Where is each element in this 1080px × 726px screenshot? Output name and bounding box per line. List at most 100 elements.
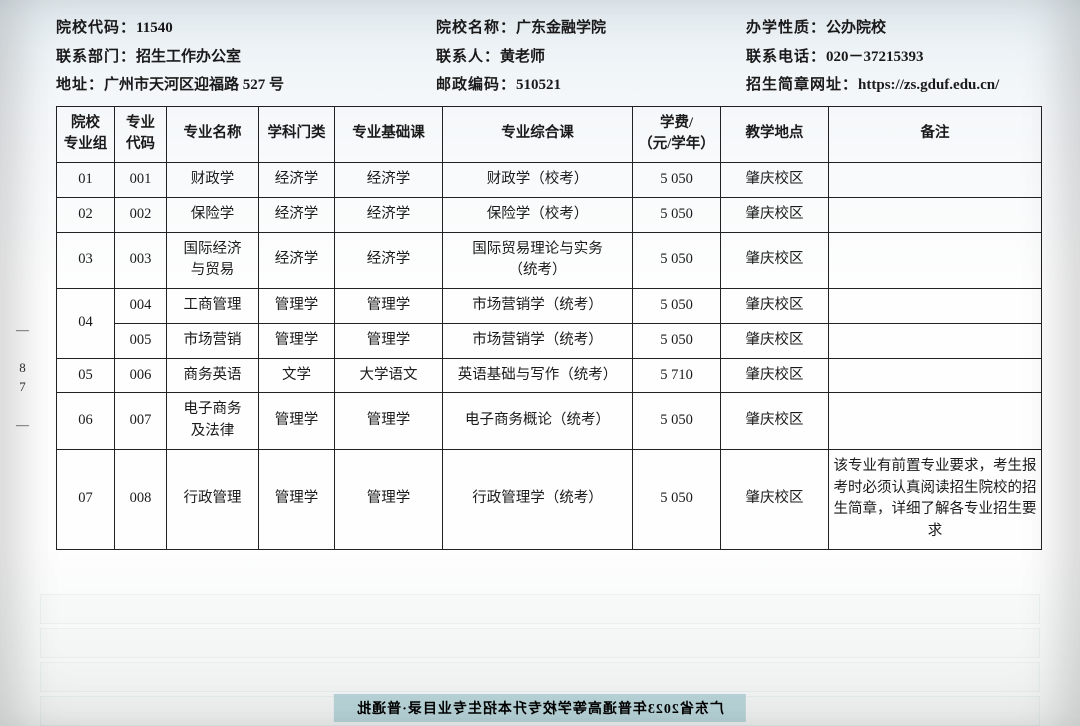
cell-note: [829, 393, 1042, 450]
cell-group: 07: [57, 449, 115, 549]
dept-label: 联系部门：: [56, 49, 136, 65]
cell-major-code: 001: [115, 163, 167, 198]
cell-comp-course: 电子商务概论（统考）: [443, 393, 633, 450]
cell-fee: 5 050: [633, 163, 721, 198]
table-row: 03003国际经济与贸易经济学经济学国际贸易理论与实务（统考）5 050肇庆校区: [57, 232, 1042, 289]
cell-note: [829, 163, 1042, 198]
school-name-value: 广东金融学院: [516, 20, 606, 36]
cell-fee: 5 050: [633, 289, 721, 324]
cell-note: [829, 232, 1042, 289]
col-group-header: 院校专业组: [57, 106, 115, 163]
cell-note: [829, 197, 1042, 232]
cell-basic-course: 经济学: [335, 197, 443, 232]
cell-comp-course: 行政管理学（统考）: [443, 449, 633, 549]
cell-group: 03: [57, 232, 115, 289]
table-row: 05006商务英语文学大学语文英语基础与写作（统考）5 710肇庆校区: [57, 358, 1042, 393]
cell-comp-course: 保险学（校考）: [443, 197, 633, 232]
table-row: 005市场营销管理学管理学市场营销学（统考）5 050肇庆校区: [57, 323, 1042, 358]
admissions-table: 院校专业组 专业代码 专业名称 学科门类 专业基础课 专业综合课 学费/（元/学…: [56, 106, 1042, 550]
cell-location: 肇庆校区: [721, 197, 829, 232]
cell-basic-course: 经济学: [335, 232, 443, 289]
cell-group: 04: [57, 289, 115, 359]
cell-note: [829, 358, 1042, 393]
cell-fee: 5 050: [633, 393, 721, 450]
cell-location: 肇庆校区: [721, 358, 829, 393]
contact-label: 联系人：: [436, 49, 500, 65]
cell-major-name: 工商管理: [167, 289, 259, 324]
cell-note: [829, 289, 1042, 324]
cell-basic-course: 管理学: [335, 449, 443, 549]
cell-fee: 5 710: [633, 358, 721, 393]
cell-location: 肇庆校区: [721, 449, 829, 549]
phone-label: 联系电话：: [746, 49, 826, 65]
table-row: 01001财政学经济学经济学财政学（校考）5 050肇庆校区: [57, 163, 1042, 198]
cell-discipline: 管理学: [259, 393, 335, 450]
zip-value: 510521: [516, 77, 561, 93]
cell-discipline: 管理学: [259, 289, 335, 324]
cell-location: 肇庆校区: [721, 289, 829, 324]
school-type-label: 办学性质：: [746, 20, 826, 36]
cell-discipline: 管理学: [259, 323, 335, 358]
cell-group: 01: [57, 163, 115, 198]
cell-comp-course: 财政学（校考）: [443, 163, 633, 198]
cell-major-code: 007: [115, 393, 167, 450]
school-header: 院校代码：11540 院校名称：广东金融学院 办学性质：公办院校 联系部门：招生…: [56, 14, 1042, 100]
cell-major-code: 003: [115, 232, 167, 289]
cell-major-name: 保险学: [167, 197, 259, 232]
addr-value: 广州市天河区迎福路 527 号: [104, 77, 284, 93]
cell-discipline: 经济学: [259, 163, 335, 198]
cell-note: [829, 323, 1042, 358]
footer-strip-mirrored: 广东省2023年普通高等学校专升本招生专业目录·普通批: [334, 694, 746, 722]
col-note-header: 备注: [829, 106, 1042, 163]
cell-basic-course: 大学语文: [335, 358, 443, 393]
cell-comp-course: 市场营销学（统考）: [443, 323, 633, 358]
cell-major-name: 财政学: [167, 163, 259, 198]
cell-major-code: 006: [115, 358, 167, 393]
cell-group: 06: [57, 393, 115, 450]
table-row: 04004工商管理管理学管理学市场营销学（统考）5 050肇庆校区: [57, 289, 1042, 324]
col-major-code-header: 专业代码: [115, 106, 167, 163]
col-major-name-header: 专业名称: [167, 106, 259, 163]
cell-comp-course: 国际贸易理论与实务（统考）: [443, 232, 633, 289]
document-page: 院校代码：11540 院校名称：广东金融学院 办学性质：公办院校 联系部门：招生…: [0, 0, 1080, 550]
cell-discipline: 经济学: [259, 197, 335, 232]
table-body: 01001财政学经济学经济学财政学（校考）5 050肇庆校区02002保险学经济…: [57, 163, 1042, 550]
cell-discipline: 经济学: [259, 232, 335, 289]
col-basic-header: 专业基础课: [335, 106, 443, 163]
cell-major-name: 商务英语: [167, 358, 259, 393]
cell-location: 肇庆校区: [721, 232, 829, 289]
cell-discipline: 文学: [259, 358, 335, 393]
col-comp-header: 专业综合课: [443, 106, 633, 163]
cell-fee: 5 050: [633, 323, 721, 358]
side-page-number: — 87 —: [14, 322, 30, 436]
phone-value: 020－37215393: [826, 49, 924, 65]
brochure-value: https://zs.gduf.edu.cn/: [858, 77, 999, 93]
cell-comp-course: 市场营销学（统考）: [443, 289, 633, 324]
cell-basic-course: 管理学: [335, 289, 443, 324]
cell-basic-course: 管理学: [335, 323, 443, 358]
cell-location: 肇庆校区: [721, 393, 829, 450]
addr-label: 地址：: [56, 77, 104, 93]
cell-group: 05: [57, 358, 115, 393]
cell-note: 该专业有前置专业要求，考生报考时必须认真阅读招生院校的招生简章，详细了解各专业招…: [829, 449, 1042, 549]
table-row: 06007电子商务及法律管理学管理学电子商务概论（统考）5 050肇庆校区: [57, 393, 1042, 450]
cell-basic-course: 管理学: [335, 393, 443, 450]
cell-discipline: 管理学: [259, 449, 335, 549]
cell-major-code: 008: [115, 449, 167, 549]
zip-label: 邮政编码：: [436, 77, 516, 93]
school-type-value: 公办院校: [826, 20, 886, 36]
school-code-label: 院校代码：: [56, 20, 136, 36]
cell-major-code: 005: [115, 323, 167, 358]
cell-major-name: 电子商务及法律: [167, 393, 259, 450]
brochure-label: 招生简章网址：: [746, 77, 858, 93]
contact-value: 黄老师: [500, 49, 545, 65]
col-discipline-header: 学科门类: [259, 106, 335, 163]
cell-major-name: 市场营销: [167, 323, 259, 358]
cell-fee: 5 050: [633, 197, 721, 232]
cell-fee: 5 050: [633, 449, 721, 549]
cell-major-name: 国际经济与贸易: [167, 232, 259, 289]
cell-major-code: 002: [115, 197, 167, 232]
cell-comp-course: 英语基础与写作（统考）: [443, 358, 633, 393]
cell-location: 肇庆校区: [721, 163, 829, 198]
dept-value: 招生工作办公室: [136, 49, 241, 65]
